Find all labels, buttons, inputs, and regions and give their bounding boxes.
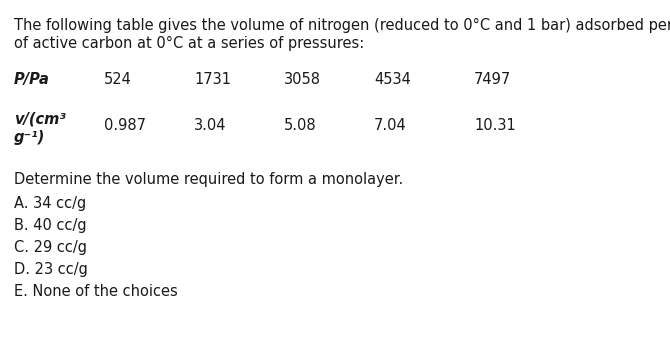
Text: 524: 524 bbox=[104, 72, 132, 87]
Text: Determine the volume required to form a monolayer.: Determine the volume required to form a … bbox=[14, 172, 403, 187]
Text: 3.04: 3.04 bbox=[194, 118, 226, 133]
Text: 3058: 3058 bbox=[284, 72, 321, 87]
Text: E. None of the choices: E. None of the choices bbox=[14, 284, 178, 299]
Text: B. 40 cc/g: B. 40 cc/g bbox=[14, 218, 86, 233]
Text: 4534: 4534 bbox=[374, 72, 411, 87]
Text: C. 29 cc/g: C. 29 cc/g bbox=[14, 240, 87, 255]
Text: P/Pa: P/Pa bbox=[14, 72, 50, 87]
Text: 5.08: 5.08 bbox=[284, 118, 317, 133]
Text: of active carbon at 0°C at a series of pressures:: of active carbon at 0°C at a series of p… bbox=[14, 36, 364, 51]
Text: 1731: 1731 bbox=[194, 72, 231, 87]
Text: v/(cm³: v/(cm³ bbox=[14, 112, 66, 127]
Text: 7.04: 7.04 bbox=[374, 118, 407, 133]
Text: A. 34 cc/g: A. 34 cc/g bbox=[14, 196, 86, 211]
Text: 7497: 7497 bbox=[474, 72, 511, 87]
Text: 10.31: 10.31 bbox=[474, 118, 516, 133]
Text: 0.987: 0.987 bbox=[104, 118, 146, 133]
Text: g⁻¹): g⁻¹) bbox=[14, 130, 46, 145]
Text: D. 23 cc/g: D. 23 cc/g bbox=[14, 262, 88, 277]
Text: The following table gives the volume of nitrogen (reduced to 0°C and 1 bar) adso: The following table gives the volume of … bbox=[14, 18, 670, 33]
